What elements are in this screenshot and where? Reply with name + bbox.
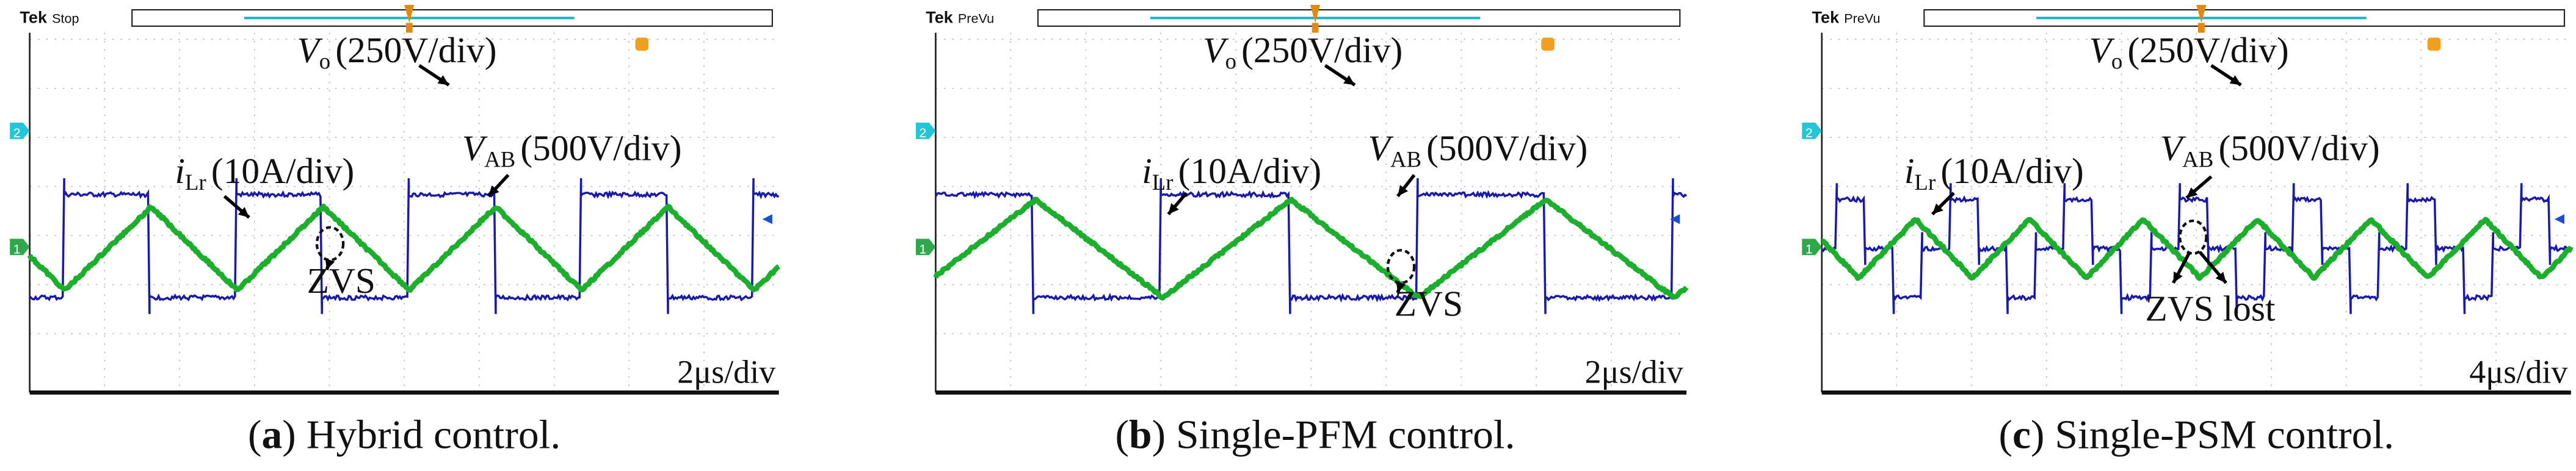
trigger-position-marker (404, 5, 415, 23)
channel-1-label: 1 (13, 242, 21, 257)
trigger-level-marker (635, 37, 649, 51)
scope-grid (1821, 32, 2571, 393)
zvs-arrow-left-head (2173, 271, 2183, 283)
figure-caption-b: (b) Single-PFM control. (1018, 409, 1613, 464)
tek-label: Tek PreVu (1812, 9, 1881, 27)
caption-paren: ) (1152, 414, 1166, 458)
caption-paren: ( (1115, 414, 1129, 458)
series-vab (934, 178, 1688, 314)
caption-text: Single-PSM control. (2044, 414, 2395, 458)
figure-caption-a: (a) Hybrid control. (107, 409, 702, 464)
tek-label: Tek PreVu (926, 9, 994, 27)
vab-annotation: VAB (500V/div) (1368, 128, 1588, 171)
caption-paren: ( (1998, 414, 2013, 458)
ilr-annotation: iLr (10A/div) (175, 151, 354, 194)
ref-cursor-marker (2554, 214, 2564, 225)
caption-letter: a (261, 414, 283, 458)
ilr-annotation: iLr (10A/div) (1142, 151, 1321, 194)
figure-caption-c: (c) Single-PSM control. (1899, 409, 2494, 464)
vo-annotation: Vo (250V/div) (297, 30, 496, 73)
zvs-annotation: ZVS (1395, 284, 1463, 324)
record-bar (131, 9, 773, 27)
caption-text: Hybrid control. (296, 414, 561, 458)
scope-panel-c: Tek PreVu 2 1 Vo (250V/div) iLr (10A/div) VAB (50… (1802, 5, 2574, 395)
vo-annotation: Vo (250V/div) (2089, 30, 2289, 73)
vo-arrow-head (437, 75, 449, 85)
trigger-position-stem (405, 23, 413, 33)
timebase-label: 2μs/div (677, 353, 775, 390)
timebase-label: 4μs/div (2469, 353, 2567, 390)
caption-paren: ( (247, 414, 262, 458)
vab-annotation: VAB (500V/div) (462, 128, 682, 171)
vo-annotation: Vo (250V/div) (1203, 30, 1402, 73)
series-vab (29, 178, 779, 314)
series-ilr (933, 196, 1689, 301)
caption-letter: b (1128, 414, 1152, 458)
caption-paren: ) (2031, 414, 2045, 458)
channel-1-marker (10, 239, 30, 256)
vab-arrow-head (488, 185, 499, 196)
trigger-position-marker (1310, 5, 1321, 23)
caption-paren: ) (282, 414, 296, 458)
zvs-annotation: ZVS lost (2146, 289, 2276, 329)
caption-letter: c (2012, 414, 2031, 458)
channel-2-label: 2 (13, 126, 21, 140)
channel-1-marker (1802, 239, 1822, 256)
scope-panel-b: Tek PreVu 2 1 Vo (250V/div) iLr (10A/div) VAB (50… (915, 5, 1689, 395)
series-ilr (27, 203, 780, 293)
channel-1-label: 1 (1805, 242, 1813, 257)
zvs-arrow-head (325, 258, 335, 270)
zvs-marker (315, 226, 345, 262)
vo-arrow-head (2229, 75, 2241, 85)
trigger-position-stem (1312, 23, 1319, 33)
ilr-arrow-head (238, 207, 250, 218)
zvs-marker (1386, 248, 1416, 284)
ilr-arrow-head (1932, 203, 1943, 215)
channel-1-marker (915, 239, 936, 256)
ilr-arrow-head (1168, 203, 1179, 215)
channel-2-marker (1802, 123, 1822, 139)
tek-label: Tek Stop (20, 9, 79, 27)
channel-2-label: 2 (1805, 126, 1813, 140)
vab-annotation: VAB (500V/div) (2160, 128, 2380, 171)
channel-2-marker (915, 123, 936, 139)
ref-cursor-marker (762, 214, 772, 225)
channel-2-label: 2 (919, 126, 926, 140)
scope-grid (29, 32, 779, 393)
trigger-level-marker (1541, 37, 1555, 51)
channel-1-label: 1 (919, 242, 926, 257)
caption-text: Single-PFM control. (1166, 414, 1515, 458)
timebase-label: 2μs/div (1585, 353, 1683, 390)
vo-arrow-head (1343, 75, 1355, 85)
series-ilr (1820, 217, 2574, 281)
zvs-arrow-head (1396, 281, 1406, 293)
trigger-position-stem (2197, 23, 2205, 33)
ilr-annotation: iLr (10A/div) (1904, 151, 2084, 194)
vab-arrow-head (1398, 185, 1409, 196)
zvs-marker (2179, 219, 2208, 255)
vab-arrow-head (2186, 187, 2198, 198)
zvs-arrow-right-head (2215, 271, 2226, 283)
zvs-annotation: ZVS (307, 261, 376, 301)
channel-2-marker (10, 123, 30, 139)
trigger-position-marker (2196, 5, 2207, 23)
scope-panel-a: Tek Stop 2 1 Vo (250V/div) iLr (10A/div) VAB (500… (10, 5, 780, 395)
trigger-level-marker (2427, 37, 2441, 51)
ref-cursor-marker (1670, 214, 1680, 225)
